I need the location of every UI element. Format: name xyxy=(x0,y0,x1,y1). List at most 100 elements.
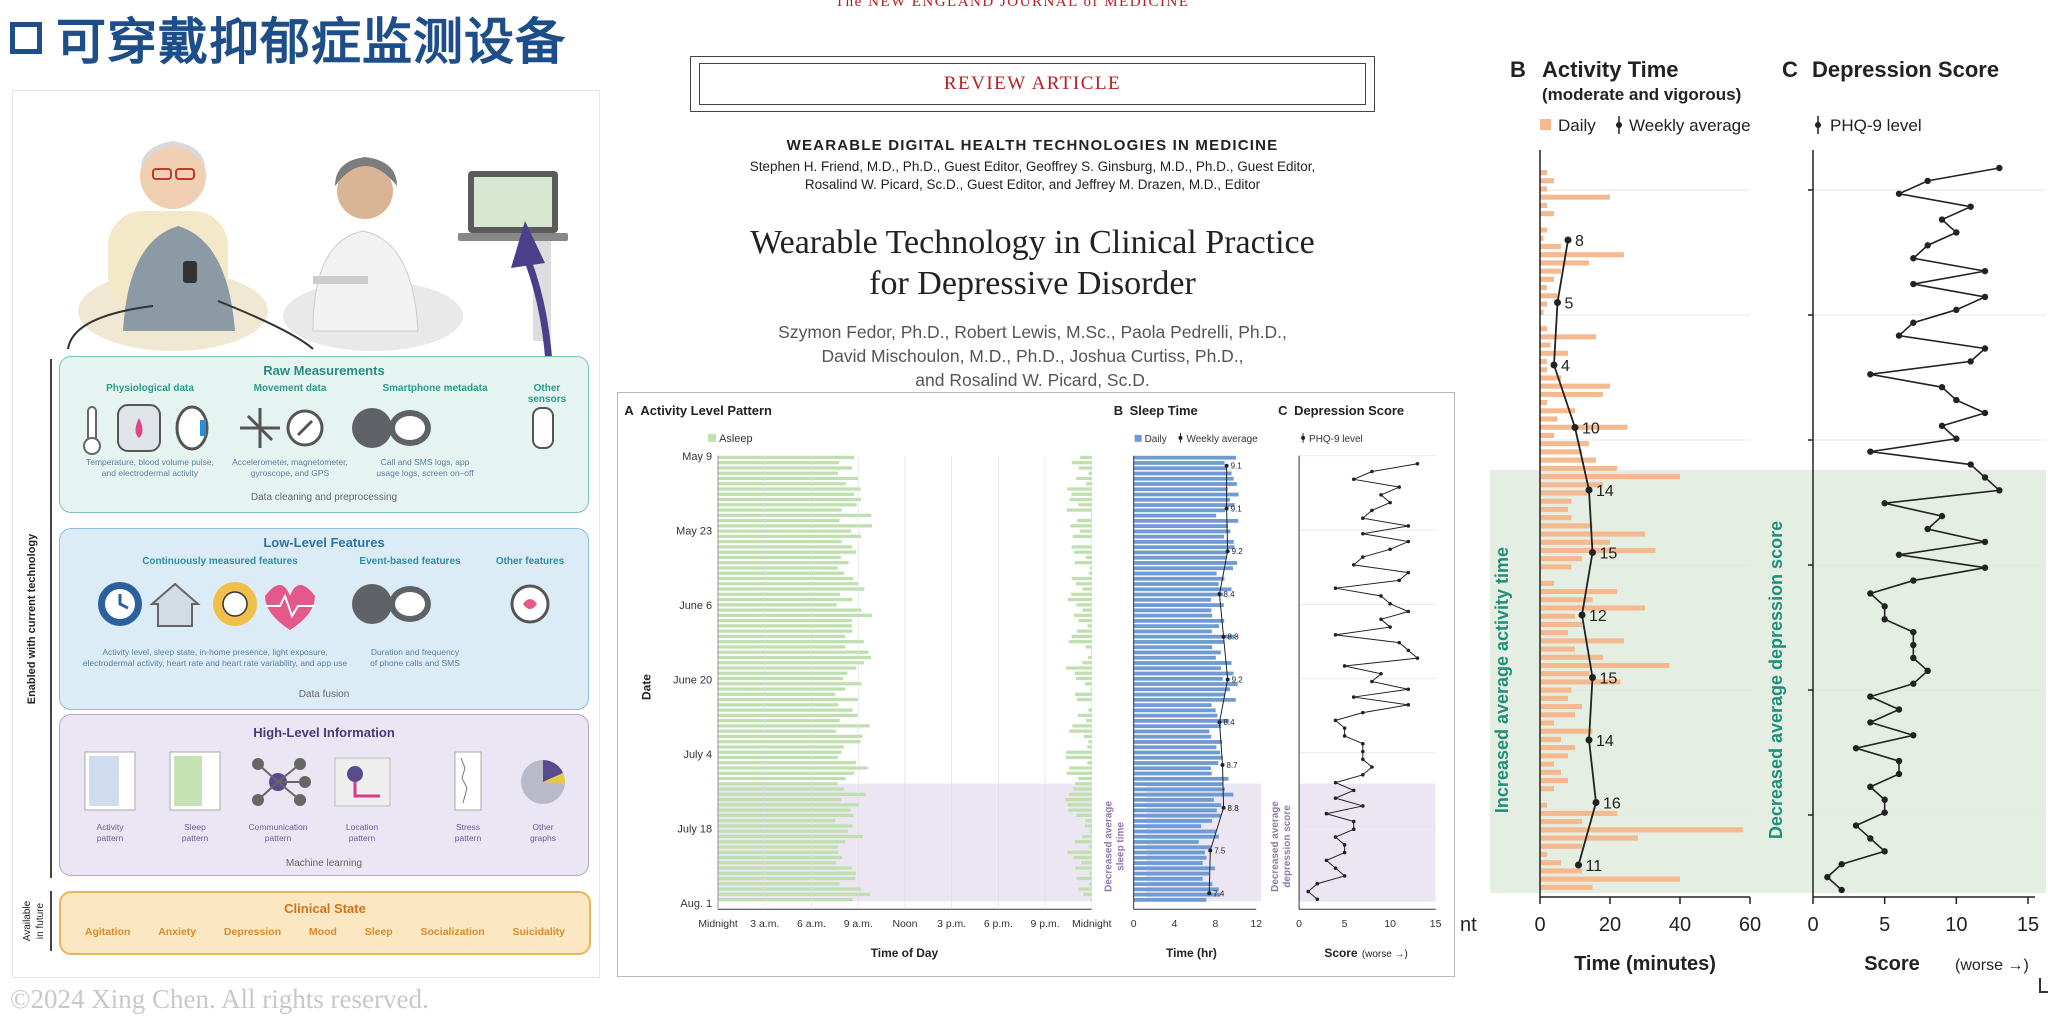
activity-daily-bar xyxy=(1540,679,1621,685)
phq-point xyxy=(1324,811,1329,816)
sleep-daily-bar xyxy=(1133,634,1235,639)
sleep-bar xyxy=(1085,645,1092,649)
panel-b-ticks: 0 4 8 12 xyxy=(1131,919,1262,930)
sleep-bar xyxy=(1089,871,1092,875)
panel-c-small-xlabel-note: (worse →) xyxy=(1362,949,1408,960)
sleep-daily-bar xyxy=(1133,761,1219,765)
sleep-daily-bar xyxy=(1133,850,1205,855)
sleep-bar xyxy=(1087,745,1092,749)
activity-daily-bar xyxy=(1540,531,1645,537)
sleep-bar xyxy=(1075,582,1092,586)
sleep-bar xyxy=(718,803,860,807)
activity-daily-bar xyxy=(1540,547,1656,554)
sleep-daily-bar xyxy=(1133,603,1224,607)
high-level-item-label: Sleep pattern xyxy=(181,822,209,843)
activity-daily-bar xyxy=(1540,728,1593,734)
sleep-bar xyxy=(1067,487,1092,491)
phq-point xyxy=(1379,617,1383,622)
sleep-bar xyxy=(718,655,871,660)
activity-daily-legend-swatch xyxy=(1540,119,1551,130)
sleep-daily-bar xyxy=(1133,729,1210,734)
authors-line-2: David Mischoulon, M.D., Ph.D., Joshua Cu… xyxy=(821,346,1244,366)
phq-point xyxy=(1953,396,1960,404)
date-tick-label: May 23 xyxy=(676,525,712,537)
phq-point xyxy=(1333,633,1338,637)
sleep-bar xyxy=(718,508,842,512)
time-tick-label: 9 p.m. xyxy=(1031,919,1060,930)
sleep-daily-bar xyxy=(1133,666,1222,671)
phq-point xyxy=(1333,718,1338,723)
sleep-daily-bar xyxy=(1133,887,1219,892)
sleep-bar xyxy=(1066,508,1092,512)
authors-line-1: Szymon Fedor, Ph.D., Robert Lewis, M.Sc.… xyxy=(778,322,1287,342)
axes-icon xyxy=(240,408,280,448)
sleep-daily-bar xyxy=(1133,582,1219,586)
sleep-bar xyxy=(1067,597,1092,602)
sleep-daily-bar xyxy=(1133,829,1216,834)
phq-point xyxy=(1333,586,1338,590)
sleep-daily-bar xyxy=(1133,855,1207,860)
activity-daily-bar xyxy=(1540,539,1610,545)
sleep-bar xyxy=(718,761,856,765)
clinical-item: Sleep xyxy=(364,926,393,938)
sleep-bar xyxy=(1082,608,1092,612)
sleep-bar xyxy=(1087,761,1092,765)
panel-b-sleep-bars xyxy=(1133,455,1239,902)
sleep-weekly-point xyxy=(1217,720,1222,725)
event-label: Event-based features xyxy=(359,556,461,567)
side-label-future-1: Available xyxy=(22,900,33,941)
sleep-bar xyxy=(1074,692,1092,696)
sleep-bar xyxy=(718,734,863,739)
phq-point xyxy=(1881,796,1888,803)
phq-point xyxy=(1370,508,1374,513)
phq-point xyxy=(1895,706,1903,713)
phq-point xyxy=(1895,757,1903,765)
sleep-daily-bar xyxy=(1133,771,1212,776)
sleep-bar xyxy=(1084,682,1092,686)
low-level-panel: Low-Level Features Continuously measured… xyxy=(59,528,589,710)
sleep-bar xyxy=(718,729,836,733)
phq-point xyxy=(1981,345,1989,352)
phq-point xyxy=(1361,741,1365,746)
phq-point xyxy=(1361,710,1365,715)
activity-time-panel: B Activity Time (moderate and vigorous) … xyxy=(1460,57,1810,975)
activity-title: Activity Time xyxy=(1542,57,1679,82)
phq-point xyxy=(1379,493,1383,497)
phq-point xyxy=(1333,780,1338,785)
activity-daily-bar xyxy=(1540,457,1596,463)
sleep-bar xyxy=(718,892,871,896)
activity-daily-bar xyxy=(1540,835,1638,841)
activity-daily-bar xyxy=(1540,243,1561,250)
sleep-daily-bar xyxy=(1133,813,1221,818)
phq-point xyxy=(1867,835,1874,842)
phq-point xyxy=(1342,734,1347,738)
continuous-desc: Activity level, sleep state, in-home pre… xyxy=(82,647,348,668)
sleep-bar xyxy=(1071,461,1092,465)
sleep-daily-bar xyxy=(1133,876,1203,881)
sleep-bar xyxy=(1090,650,1092,654)
sleep-bar xyxy=(1090,897,1092,902)
sleep-bar xyxy=(1086,482,1092,486)
phq-legend: PHQ-9 level xyxy=(1830,116,1922,135)
panel-c-small-xlabel: Score xyxy=(1324,946,1358,960)
sleep-weekly-value: 8.4 xyxy=(1223,590,1235,599)
sleep-bar xyxy=(1066,750,1092,754)
sleep-daily-bar xyxy=(1133,861,1203,865)
title-square-icon xyxy=(10,22,42,54)
sleep-bar xyxy=(1065,797,1092,802)
phq-point xyxy=(1361,516,1365,520)
sleep-bar xyxy=(718,682,862,686)
activity-daily-bar xyxy=(1540,786,1554,792)
sleep-daily-bar xyxy=(1133,587,1232,592)
phq-point xyxy=(1388,500,1392,505)
depression-tick-label: 15 xyxy=(2017,914,2039,936)
activity-daily-bar xyxy=(1540,827,1743,833)
other-sensors-label: Other sensors xyxy=(527,383,567,405)
sleep-daily-bar xyxy=(1133,497,1230,502)
sleep-bar xyxy=(1071,545,1092,549)
clinical-item: Socialization xyxy=(420,926,485,938)
sleep-bar xyxy=(718,713,858,717)
sleep-bar xyxy=(718,813,854,818)
activity-weekly-value: 15 xyxy=(1600,546,1618,563)
sleep-daily-bar xyxy=(1133,718,1230,723)
